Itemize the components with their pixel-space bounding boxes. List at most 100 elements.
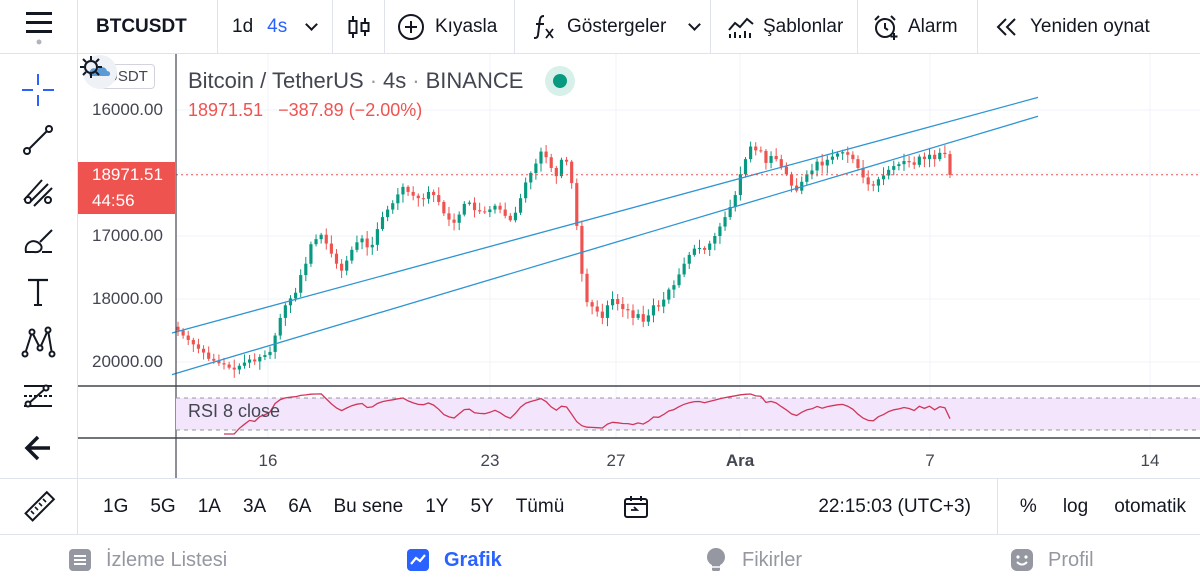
trend-line-tool[interactable] (14, 120, 62, 160)
candle-down (421, 198, 425, 200)
percent-scale-button[interactable]: % (998, 496, 1050, 518)
candle-down (447, 213, 451, 220)
range-button[interactable]: 1G (103, 495, 129, 517)
range-button[interactable]: 5G (150, 495, 176, 517)
indicators-button[interactable]: Göstergeler (515, 0, 711, 54)
nav-watchlist[interactable]: İzleme Listesi (68, 535, 227, 584)
last-price-tag-text: 18971.51 (92, 165, 163, 184)
templates-button[interactable]: Şablonlar (711, 0, 858, 54)
candle-up (841, 152, 845, 154)
candle-up (697, 247, 702, 249)
candle-down (784, 166, 788, 175)
nav-profile[interactable]: Profil (1010, 535, 1094, 584)
legend-exchange: BINANCE (425, 68, 524, 93)
candle-up (242, 362, 247, 366)
compare-button[interactable]: Kıyasla (385, 0, 515, 54)
menu-button[interactable] (0, 0, 78, 54)
time-tick-label: 27 (606, 451, 626, 470)
candle-up (713, 236, 717, 244)
countdown-text: 44:56 (92, 191, 135, 210)
fib-tool[interactable] (14, 170, 62, 210)
candle-down (549, 157, 553, 168)
chevron-down-icon[interactable] (305, 17, 319, 31)
prediction-tool[interactable] (14, 376, 62, 416)
change-value: −387.89 (278, 100, 344, 120)
replay-button[interactable]: Yeniden oynat (978, 0, 1200, 54)
cloud-icon[interactable] (78, 54, 122, 90)
candle-up (380, 217, 385, 230)
alarm-button[interactable]: Alarm (858, 0, 978, 54)
candle-down (217, 360, 221, 364)
candle-up (708, 243, 712, 250)
candle-up (268, 351, 272, 356)
log-scale-button[interactable]: log (1050, 496, 1101, 518)
status-dot-icon (553, 74, 568, 88)
back-button[interactable] (14, 428, 62, 468)
chart-canvas[interactable] (78, 54, 1200, 478)
candle-up (401, 186, 405, 195)
range-button[interactable]: 1Y (425, 495, 449, 517)
candle-up (636, 314, 640, 318)
text-tool[interactable] (14, 272, 62, 312)
pattern-tool[interactable] (14, 322, 62, 362)
candle-down (570, 161, 574, 184)
candle-down (846, 152, 850, 155)
candle-down (631, 310, 635, 318)
interval-selector[interactable]: 1d 4s (218, 0, 333, 54)
range-button[interactable]: 5Y (470, 495, 494, 517)
candle-up (319, 234, 323, 240)
range-button[interactable]: 6A (288, 495, 312, 517)
candle-down (585, 273, 589, 303)
candle-up (524, 182, 528, 199)
crosshair-tool[interactable] (14, 70, 62, 110)
candle-up (892, 166, 896, 170)
legend-title: Bitcoin / TetherUS (188, 68, 364, 93)
candle-up (728, 207, 732, 218)
last-price-value: 18971.51 (188, 100, 264, 120)
measure-tool[interactable] (0, 478, 78, 534)
brush-tool[interactable] (14, 220, 62, 260)
chart-type-button[interactable] (333, 0, 385, 54)
candle-up (718, 226, 722, 236)
candle-up (733, 195, 737, 208)
legend-interval: 4s (383, 68, 407, 93)
interval-4s[interactable]: 4s (267, 15, 288, 37)
log-label: log (1062, 495, 1089, 517)
candle-up (299, 275, 303, 293)
symbol-search-button[interactable]: BTCUSDT (78, 0, 218, 54)
range-button[interactable]: Tümü (515, 495, 565, 517)
rsi-legend[interactable]: RSI 8 close (188, 401, 280, 422)
candle-down (789, 174, 794, 186)
chevron-down-icon[interactable] (688, 17, 702, 31)
timezone-clock[interactable]: 22:15:03 (UTC+3) (818, 478, 998, 535)
auto-scale-button[interactable]: otomatik (1101, 496, 1200, 518)
candle-down (181, 330, 185, 336)
bar-countdown-label: 44:56 (78, 188, 175, 214)
candle-down (943, 152, 947, 155)
candle-up (672, 285, 676, 290)
range-button[interactable]: 3A (242, 495, 267, 517)
chart-area[interactable]: USDT Bitcoin / TetherUS · 4s · BINANCE 1… (78, 54, 1200, 478)
goto-date-icon[interactable] (623, 494, 649, 520)
gear-icon[interactable] (78, 54, 104, 80)
candle-down (871, 184, 875, 186)
candle-down (759, 150, 763, 152)
candle-down (503, 209, 507, 216)
candle-up (237, 365, 241, 370)
candle-down (554, 167, 558, 177)
candle-down (641, 314, 645, 322)
compare-label: Kıyasla (435, 15, 498, 37)
candle-up (610, 299, 615, 306)
candle-up (283, 305, 287, 318)
candle-up (815, 161, 819, 171)
range-button[interactable]: 1A (197, 495, 221, 517)
ohlc-values: 18971.51 −387.89 (−2.00%) (188, 100, 422, 121)
candle-down (196, 344, 201, 349)
chart-legend[interactable]: Bitcoin / TetherUS · 4s · BINANCE (188, 66, 576, 96)
nav-ideas[interactable]: Fikirler (704, 535, 802, 584)
candle-up (396, 194, 400, 204)
nav-chart[interactable]: Grafik (406, 535, 502, 584)
hamburger-icon (25, 11, 52, 33)
range-button[interactable]: Bu sene (333, 495, 404, 517)
interval-1d[interactable]: 1d (232, 15, 254, 37)
